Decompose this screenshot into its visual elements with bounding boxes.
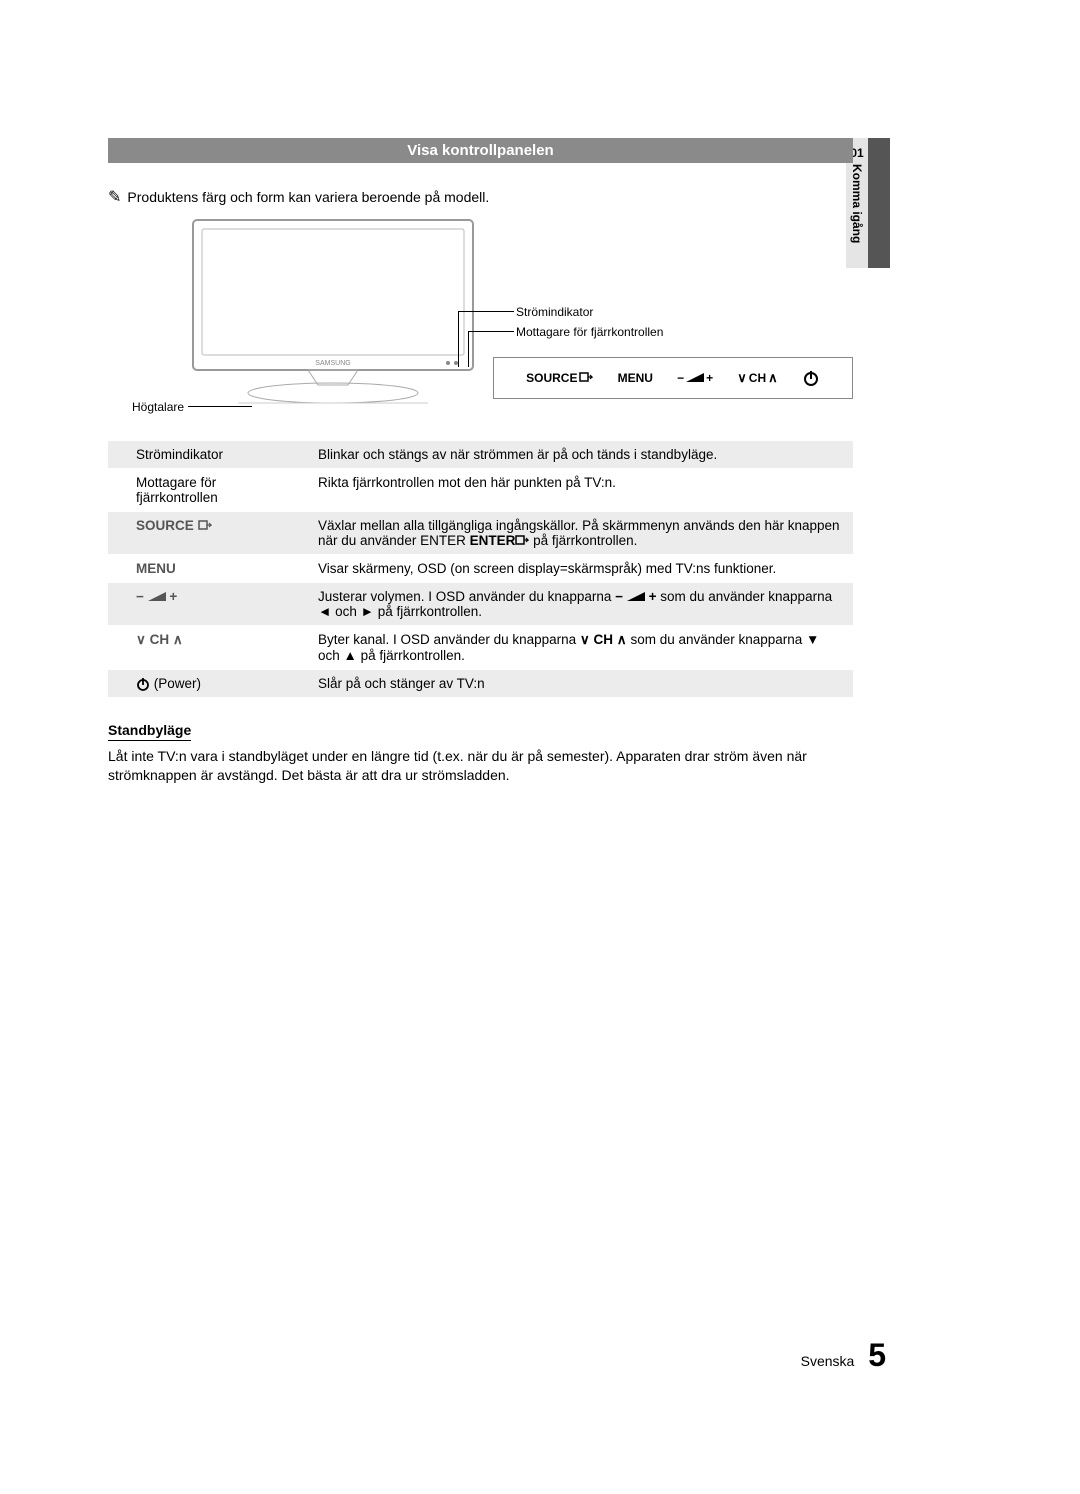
callout-line	[468, 331, 514, 332]
table-row: (Power) Slår på och stänger av TV:n	[108, 670, 853, 698]
section-banner: Visa kontrollpanelen	[108, 138, 853, 163]
callout-line	[458, 311, 459, 367]
note-text: Produktens färg och form kan variera ber…	[127, 189, 489, 205]
controls-table: Strömindikator Blinkar och stängs av när…	[108, 441, 853, 698]
volume-wedge-icon	[627, 592, 645, 602]
row-label: MENU	[108, 555, 308, 583]
standby-heading: Standbyläge	[108, 722, 191, 741]
brand-label: SAMSUNG	[315, 360, 350, 367]
tv-outline: SAMSUNG	[188, 215, 478, 410]
label-remote-sensor: Mottagare för fjärrkontrollen	[516, 325, 663, 339]
row-desc: Visar skärmeny, OSD (on screen display=s…	[308, 555, 853, 583]
row-desc: Rikta fjärrkontrollen mot den här punkte…	[308, 469, 853, 512]
footer-lang: Svenska	[801, 1353, 855, 1369]
enter-icon	[515, 535, 529, 547]
row-desc: Växlar mellan alla tillgängliga ingångsk…	[308, 512, 853, 555]
panel-power	[802, 369, 820, 387]
panel-channel: ∨ CH ∧	[737, 370, 777, 386]
table-row: SOURCE Växlar mellan alla tillgängliga i…	[108, 512, 853, 555]
note-line: ✎ Produktens färg och form kan variera b…	[108, 187, 868, 207]
panel-volume: − +	[677, 371, 713, 385]
callout-line	[458, 311, 514, 312]
table-row: Mottagare för fjärrkontrollen Rikta fjär…	[108, 469, 853, 512]
row-label: Mottagare för fjärrkontrollen	[108, 469, 308, 512]
label-speaker: Högtalare	[132, 400, 184, 414]
table-row: MENU Visar skärmeny, OSD (on screen disp…	[108, 555, 853, 583]
tv-diagram: SAMSUNG Strömindikator Mottagare för fjä…	[108, 215, 853, 425]
standby-body: Låt inte TV:n vara i standbyläget under …	[108, 747, 853, 785]
row-label: − +	[108, 583, 308, 626]
power-icon	[136, 677, 150, 691]
table-row: Strömindikator Blinkar och stängs av när…	[108, 441, 853, 469]
row-label: ∨ CH ∧	[108, 626, 308, 670]
control-panel-strip: SOURCE MENU − + ∨ CH ∧	[493, 357, 853, 399]
row-desc: Justerar volymen. I OSD använder du knap…	[308, 583, 853, 626]
page-content: Visa kontrollpanelen ✎ Produktens färg o…	[108, 138, 868, 785]
row-label: Strömindikator	[108, 441, 308, 469]
table-row: − + Justerar volymen. I OSD använder du …	[108, 583, 853, 626]
row-desc: Slår på och stänger av TV:n	[308, 670, 853, 698]
callout-line	[188, 406, 252, 407]
panel-menu: MENU	[618, 371, 653, 385]
panel-source: SOURCE	[526, 371, 593, 385]
enter-icon	[198, 520, 212, 532]
row-desc: Blinkar och stängs av när strömmen är på…	[308, 441, 853, 469]
page-footer: Svenska 5	[801, 1337, 886, 1374]
row-desc: Byter kanal. I OSD använder du knapparna…	[308, 626, 853, 670]
note-icon: ✎	[108, 187, 121, 207]
row-label: SOURCE	[108, 512, 308, 555]
power-icon	[802, 369, 820, 387]
enter-icon	[579, 372, 593, 384]
callout-line	[468, 331, 469, 367]
table-row: ∨ CH ∧ Byter kanal. I OSD använder du kn…	[108, 626, 853, 670]
section-tab-right	[868, 138, 890, 268]
footer-page-number: 5	[868, 1337, 886, 1373]
row-label: (Power)	[108, 670, 308, 698]
label-power-indicator: Strömindikator	[516, 305, 593, 319]
volume-wedge-icon	[686, 373, 704, 383]
volume-wedge-icon	[148, 592, 166, 602]
